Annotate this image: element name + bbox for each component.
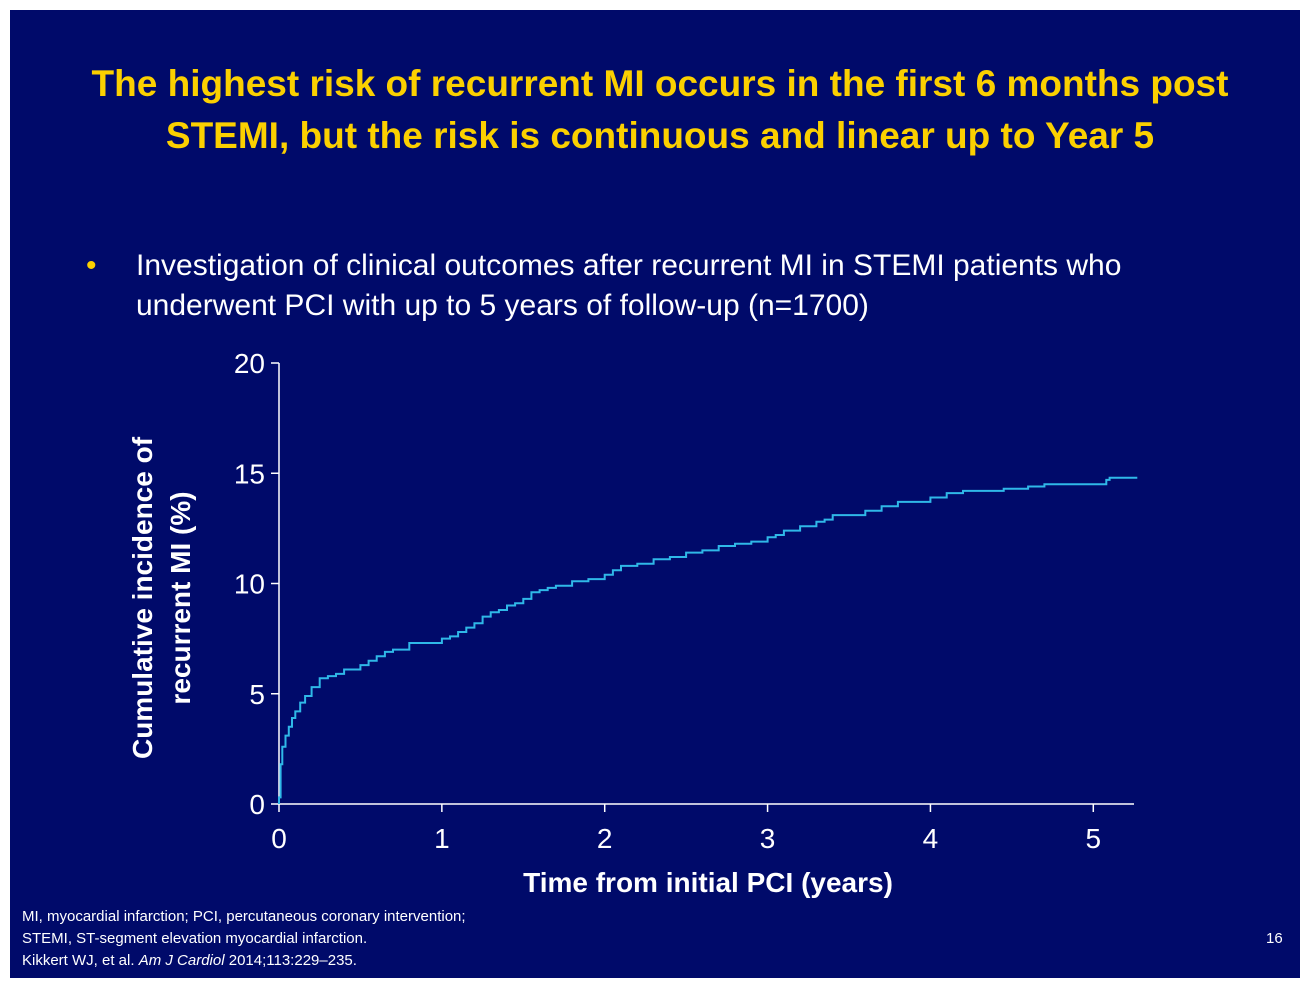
x-tick-label: 4 <box>923 823 939 854</box>
citation: Kikkert WJ, et al. Am J Cardiol 2014;113… <box>22 950 466 972</box>
page-number: 16 <box>1266 930 1283 947</box>
y-tick-label: 20 <box>234 348 265 379</box>
y-tick-label: 15 <box>234 458 265 489</box>
footnote-abbreviations-2: STEMI, ST-segment elevation myocardial i… <box>22 930 368 947</box>
footnotes: MI, myocardial infarction; PCI, percutan… <box>22 906 466 972</box>
citation-authors: Kikkert WJ, et al. <box>22 952 135 969</box>
bullet-text: Investigation of clinical outcomes after… <box>136 249 1122 322</box>
slide-background: The highest risk of recurrent MI occurs … <box>10 10 1300 978</box>
x-tick-label: 5 <box>1085 823 1101 854</box>
y-axis-label-line2: recurrent MI (%) <box>165 491 196 704</box>
slide-title: The highest risk of recurrent MI occurs … <box>91 63 1229 156</box>
x-tick-label: 3 <box>760 823 776 854</box>
y-tick-label: 5 <box>249 679 265 710</box>
x-axis-label: Time from initial PCI (years) <box>523 867 893 898</box>
x-tick-label: 2 <box>597 823 613 854</box>
y-tick-label: 0 <box>249 789 265 820</box>
y-tick-label: 10 <box>234 569 265 600</box>
x-tick-label: 1 <box>434 823 450 854</box>
citation-journal: Am J Cardiol <box>138 952 225 969</box>
y-axis-label-line1: Cumulative incidence of <box>127 436 158 759</box>
chart-ticks: 0 5 10 15 20 0 1 2 3 4 5 <box>234 348 1101 854</box>
footnote-abbreviations-1: MI, myocardial infarction; PCI, percutan… <box>22 908 466 925</box>
x-tick-label: 0 <box>271 823 287 854</box>
bullet-symbol: • <box>86 249 97 282</box>
cumulative-incidence-chart: 0 5 10 15 20 0 1 2 3 4 5 Time from initial PCI (ye… <box>127 348 1138 898</box>
incidence-curve <box>278 476 1138 804</box>
chart-axes <box>278 363 1134 805</box>
citation-details: 2014;113:229–235. <box>228 952 357 969</box>
